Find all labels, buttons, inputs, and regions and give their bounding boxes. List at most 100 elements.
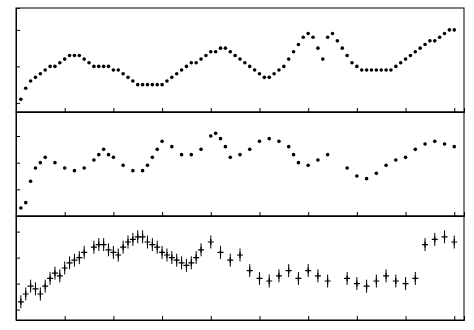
x-tick-mark [211, 108, 212, 112]
x-tick-mark [308, 212, 309, 216]
point [443, 142, 447, 146]
x-tick-mark [65, 316, 66, 320]
y-tick [16, 30, 20, 31]
point [37, 291, 43, 297]
point [451, 239, 457, 245]
point [63, 57, 67, 61]
point [199, 57, 203, 61]
point [326, 35, 330, 39]
point [297, 161, 301, 165]
point [228, 156, 232, 160]
point [360, 68, 364, 72]
panel [16, 112, 465, 217]
x-tick-mark [454, 108, 455, 112]
point [350, 61, 354, 65]
point [258, 72, 262, 76]
point [208, 239, 214, 245]
point [180, 68, 184, 72]
x-tick-mark [454, 316, 455, 320]
y-tick-mark [16, 103, 20, 104]
point [243, 61, 247, 65]
point [266, 278, 272, 284]
x-tick [406, 316, 407, 320]
point [297, 43, 301, 47]
y-tick-mark [16, 284, 20, 285]
plot-frame [16, 216, 464, 320]
point [428, 39, 432, 43]
y-tick [16, 103, 20, 104]
y-tick [16, 284, 20, 285]
point [136, 83, 140, 87]
point [282, 65, 286, 69]
x-tick [454, 108, 455, 112]
point [141, 169, 145, 173]
x-tick-mark [406, 316, 407, 320]
point [190, 61, 194, 65]
point [399, 61, 403, 65]
y-tick-mark [16, 163, 20, 164]
point [306, 164, 310, 168]
y-tick [16, 189, 20, 190]
point [29, 79, 33, 83]
x-tick [406, 108, 407, 112]
point [29, 180, 33, 184]
point [53, 65, 57, 69]
y-axis-line [17, 9, 21, 113]
point [151, 156, 155, 160]
y-tick [16, 258, 20, 259]
point [394, 65, 398, 69]
plot-frame [16, 112, 464, 216]
point [97, 65, 101, 69]
point [336, 39, 340, 43]
point [219, 46, 223, 50]
x-tick-mark [211, 316, 212, 320]
marks [19, 132, 456, 210]
x-tick-mark [113, 212, 114, 216]
point [287, 145, 291, 149]
point [238, 153, 242, 157]
y-tick [16, 310, 20, 311]
point [326, 153, 330, 157]
panel [16, 216, 465, 321]
point [175, 72, 179, 76]
x-tick [211, 108, 212, 112]
point [311, 35, 315, 39]
point [107, 153, 111, 157]
x-tick [259, 108, 260, 112]
point [87, 61, 91, 65]
x-tick [162, 212, 163, 216]
point [354, 281, 360, 287]
point [287, 57, 291, 61]
y-axis-line [17, 113, 21, 217]
point [43, 68, 47, 72]
point [452, 28, 456, 32]
point [112, 68, 116, 72]
x-tick [454, 316, 455, 320]
point [325, 278, 331, 284]
point [160, 140, 164, 144]
point [345, 54, 349, 58]
point [316, 46, 320, 50]
point [253, 68, 257, 72]
plot-frame [16, 8, 464, 112]
point [47, 275, 53, 281]
point [39, 161, 43, 165]
point [403, 281, 409, 287]
point [214, 132, 218, 136]
point [355, 174, 359, 178]
point [209, 50, 213, 54]
y-tick-mark [16, 66, 20, 67]
y-tick [16, 66, 20, 67]
x-axis-line [17, 316, 465, 321]
point [247, 268, 253, 274]
point [112, 156, 116, 160]
point [394, 158, 398, 162]
point [393, 278, 399, 284]
point [248, 65, 252, 69]
y-tick [16, 163, 20, 164]
chart [0, 0, 474, 330]
y-tick-mark [16, 232, 20, 233]
point [76, 255, 82, 261]
y-tick [16, 232, 20, 233]
point [214, 50, 218, 54]
